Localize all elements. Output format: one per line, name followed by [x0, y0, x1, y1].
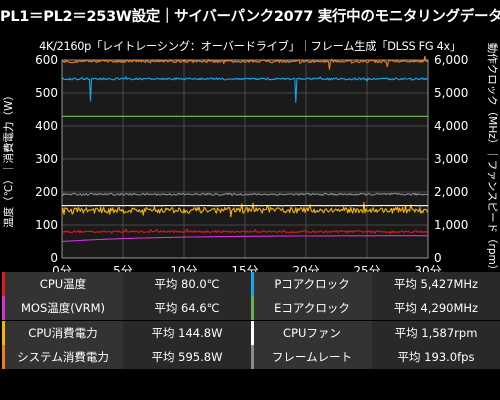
series-line-フレームレート	[61, 192, 429, 196]
legend-average-value: 平均 4,290MHz	[372, 296, 500, 320]
y-tick-label-right: 6,000	[434, 53, 468, 67]
y-tick-label-left: 500	[35, 86, 58, 100]
series-line-Pコアクロック	[61, 76, 429, 103]
legend-average-value: 平均 5,427MHz	[372, 272, 500, 296]
legend-series-name: Pコアクロック	[274, 277, 350, 291]
y-tick-label-right: 4,000	[434, 119, 468, 133]
legend-series-name: フレームレート	[271, 350, 353, 364]
legend-item: システム消費電力 平均 595.8W	[2, 345, 251, 369]
legend-average-value: 平均 193.0fps	[372, 345, 500, 369]
series-line-システム消費電力	[61, 55, 429, 70]
legend-average-value: 平均 80.0℃	[123, 272, 251, 296]
legend-item: CPU消費電力 平均 144.8W	[2, 321, 251, 345]
legend-series-name: CPU消費電力	[28, 326, 98, 340]
legend-item: フレームレート 平均 193.0fps	[251, 345, 500, 369]
y-tick-label-right: 2,000	[434, 185, 468, 199]
legend-series-name: CPU温度	[39, 277, 87, 291]
legend-item: CPUファン 平均 1,587rpm	[251, 321, 500, 345]
legend-item: Pコアクロック 平均 5,427MHz	[251, 272, 500, 296]
legend-item: Eコアクロック 平均 4,290MHz	[251, 296, 500, 320]
y-axis-label-left: 温度（℃）｜消費電力（W）	[2, 90, 15, 228]
series-line-MOS温度(VRM)	[61, 235, 428, 243]
y-axis-label-right: 動作クロック（MHz）｜ファンスピード（rpm）	[486, 43, 499, 275]
y-tick-label-left: 100	[35, 218, 58, 232]
y-tick-label-left: 200	[35, 185, 58, 199]
legend-average-value: 平均 595.8W	[123, 345, 251, 369]
legend-average-value: 平均 144.8W	[123, 321, 251, 345]
legend-item: CPU温度 平均 80.0℃	[2, 272, 251, 296]
chart-subtitle: 4K/2160p「レイトレーシング：オーバードライブ」｜フレーム生成「DLSS …	[39, 40, 461, 53]
series-line-CPU消費電力	[61, 202, 429, 218]
legend-series-name: Eコアクロック	[274, 301, 350, 315]
y-tick-label-left: 400	[35, 119, 58, 133]
legend-series-name: CPUファン	[283, 326, 341, 340]
y-tick-label-left: 600	[35, 53, 58, 67]
legend-average-value: 平均 1,587rpm	[372, 321, 500, 345]
y-tick-label-right: 5,000	[434, 86, 468, 100]
series-line-CPU温度	[61, 228, 428, 235]
chart-title: PL1＝PL2＝253W設定｜サイバーパンク2077 実行中のモニタリングデータ	[0, 9, 500, 25]
y-tick-label-left: 0	[50, 251, 58, 265]
y-tick-label-right: 1,000	[434, 218, 468, 232]
y-tick-label-left: 300	[35, 152, 58, 166]
legend-series-name: システム消費電力	[17, 350, 109, 364]
legend-average-value: 平均 64.6℃	[123, 296, 251, 320]
y-tick-label-right: 0	[434, 251, 442, 265]
y-tick-label-right: 3,000	[434, 152, 468, 166]
legend-series-name: MOS温度(VRM)	[20, 301, 106, 315]
plot-border	[61, 59, 429, 259]
legend-item: MOS温度(VRM) 平均 64.6℃	[2, 296, 251, 320]
